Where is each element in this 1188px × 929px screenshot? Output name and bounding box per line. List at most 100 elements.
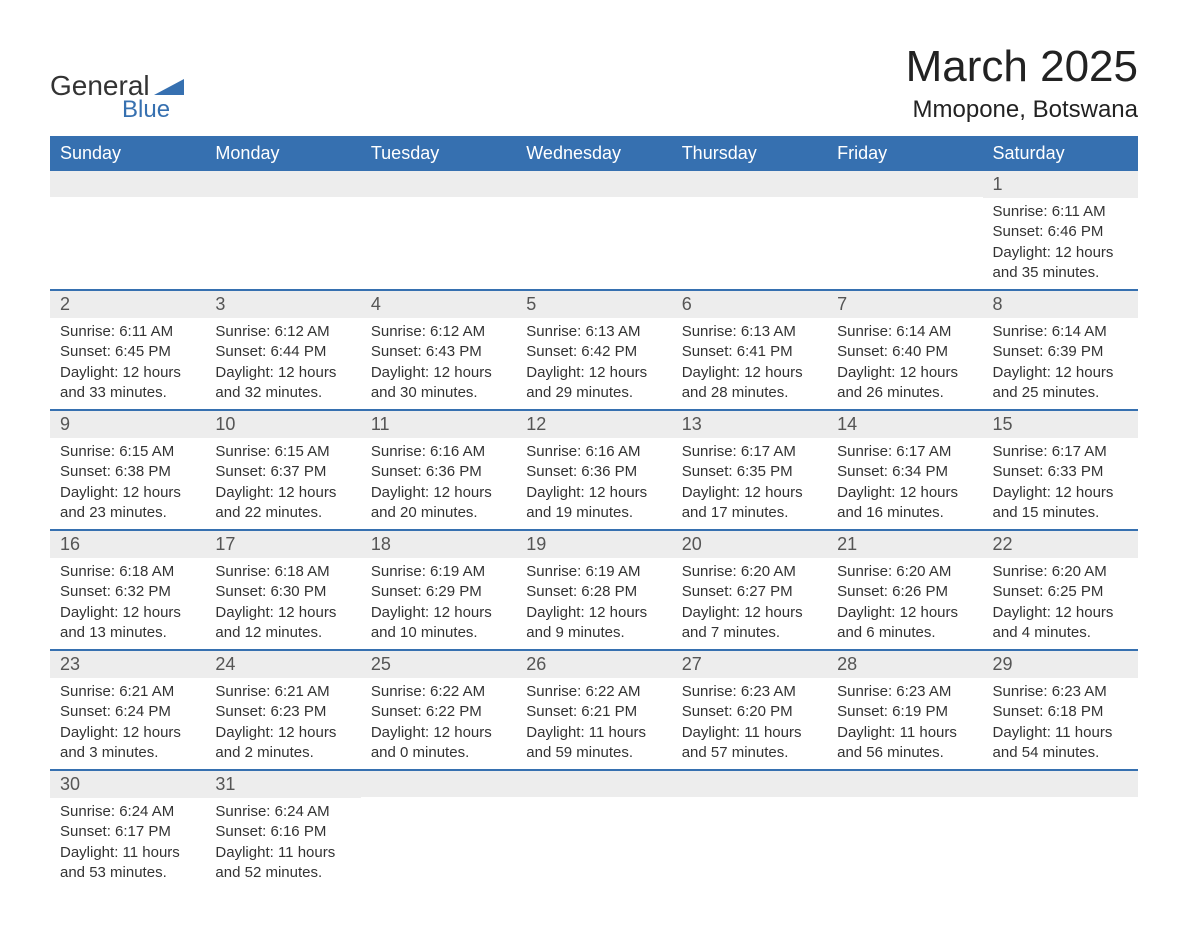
calendar-table: Sunday Monday Tuesday Wednesday Thursday… [50, 136, 1138, 889]
day-cell: 26Sunrise: 6:22 AMSunset: 6:21 PMDayligh… [516, 650, 671, 770]
page-header: General Blue March 2025 Mmopone, Botswan… [50, 40, 1138, 124]
day-cell: 25Sunrise: 6:22 AMSunset: 6:22 PMDayligh… [361, 650, 516, 770]
day-details: Sunrise: 6:24 AMSunset: 6:16 PMDaylight:… [205, 798, 360, 889]
sunrise-line: Sunrise: 6:21 AM [215, 682, 350, 702]
daylight-line-2: and 56 minutes. [837, 743, 972, 763]
calendar-body: 1Sunrise: 6:11 AMSunset: 6:46 PMDaylight… [50, 171, 1138, 889]
day-cell: 28Sunrise: 6:23 AMSunset: 6:19 PMDayligh… [827, 650, 982, 770]
sunrise-line: Sunrise: 6:24 AM [60, 802, 195, 822]
empty-day-number [361, 171, 516, 197]
day-details: Sunrise: 6:16 AMSunset: 6:36 PMDaylight:… [516, 438, 671, 529]
sunrise-line: Sunrise: 6:19 AM [371, 562, 506, 582]
daylight-line-2: and 15 minutes. [993, 503, 1128, 523]
sunrise-line: Sunrise: 6:23 AM [837, 682, 972, 702]
calendar-week-row: 16Sunrise: 6:18 AMSunset: 6:32 PMDayligh… [50, 530, 1138, 650]
day-cell [672, 770, 827, 889]
day-number: 20 [672, 531, 827, 558]
day-details: Sunrise: 6:18 AMSunset: 6:32 PMDaylight:… [50, 558, 205, 649]
sunset-line: Sunset: 6:22 PM [371, 702, 506, 722]
daylight-line-1: Daylight: 12 hours [837, 603, 972, 623]
daylight-line-2: and 52 minutes. [215, 863, 350, 883]
day-cell: 23Sunrise: 6:21 AMSunset: 6:24 PMDayligh… [50, 650, 205, 770]
day-header-row: Sunday Monday Tuesday Wednesday Thursday… [50, 136, 1138, 171]
sunset-line: Sunset: 6:17 PM [60, 822, 195, 842]
day-details: Sunrise: 6:20 AMSunset: 6:25 PMDaylight:… [983, 558, 1138, 649]
day-cell: 31Sunrise: 6:24 AMSunset: 6:16 PMDayligh… [205, 770, 360, 889]
day-number: 4 [361, 291, 516, 318]
day-number: 1 [983, 171, 1138, 198]
sunrise-line: Sunrise: 6:18 AM [60, 562, 195, 582]
day-number: 8 [983, 291, 1138, 318]
day-cell [361, 171, 516, 290]
day-number: 19 [516, 531, 671, 558]
day-details: Sunrise: 6:16 AMSunset: 6:36 PMDaylight:… [361, 438, 516, 529]
sunset-line: Sunset: 6:20 PM [682, 702, 817, 722]
day-details: Sunrise: 6:12 AMSunset: 6:44 PMDaylight:… [205, 318, 360, 409]
daylight-line-1: Daylight: 12 hours [526, 363, 661, 383]
daylight-line-2: and 28 minutes. [682, 383, 817, 403]
daylight-line-1: Daylight: 11 hours [993, 723, 1128, 743]
day-number: 6 [672, 291, 827, 318]
daylight-line-2: and 33 minutes. [60, 383, 195, 403]
sunrise-line: Sunrise: 6:17 AM [682, 442, 817, 462]
day-cell: 16Sunrise: 6:18 AMSunset: 6:32 PMDayligh… [50, 530, 205, 650]
empty-day-number [672, 171, 827, 197]
daylight-line-1: Daylight: 12 hours [993, 243, 1128, 263]
sunset-line: Sunset: 6:18 PM [993, 702, 1128, 722]
day-cell: 2Sunrise: 6:11 AMSunset: 6:45 PMDaylight… [50, 290, 205, 410]
day-number: 2 [50, 291, 205, 318]
sunrise-line: Sunrise: 6:16 AM [371, 442, 506, 462]
sunset-line: Sunset: 6:46 PM [993, 222, 1128, 242]
empty-day-number [361, 771, 516, 797]
sunset-line: Sunset: 6:45 PM [60, 342, 195, 362]
sunrise-line: Sunrise: 6:19 AM [526, 562, 661, 582]
day-details: Sunrise: 6:21 AMSunset: 6:24 PMDaylight:… [50, 678, 205, 769]
sunrise-line: Sunrise: 6:15 AM [60, 442, 195, 462]
sunset-line: Sunset: 6:26 PM [837, 582, 972, 602]
sunrise-line: Sunrise: 6:24 AM [215, 802, 350, 822]
day-details: Sunrise: 6:20 AMSunset: 6:27 PMDaylight:… [672, 558, 827, 649]
daylight-line-2: and 35 minutes. [993, 263, 1128, 283]
day-details: Sunrise: 6:21 AMSunset: 6:23 PMDaylight:… [205, 678, 360, 769]
sunset-line: Sunset: 6:36 PM [371, 462, 506, 482]
sunrise-line: Sunrise: 6:11 AM [993, 202, 1128, 222]
day-details: Sunrise: 6:19 AMSunset: 6:29 PMDaylight:… [361, 558, 516, 649]
daylight-line-2: and 13 minutes. [60, 623, 195, 643]
day-details: Sunrise: 6:15 AMSunset: 6:38 PMDaylight:… [50, 438, 205, 529]
sunset-line: Sunset: 6:30 PM [215, 582, 350, 602]
day-cell [827, 171, 982, 290]
sunset-line: Sunset: 6:44 PM [215, 342, 350, 362]
empty-day-number [50, 171, 205, 197]
day-cell: 3Sunrise: 6:12 AMSunset: 6:44 PMDaylight… [205, 290, 360, 410]
day-details: Sunrise: 6:17 AMSunset: 6:34 PMDaylight:… [827, 438, 982, 529]
daylight-line-1: Daylight: 12 hours [371, 363, 506, 383]
day-cell: 22Sunrise: 6:20 AMSunset: 6:25 PMDayligh… [983, 530, 1138, 650]
daylight-line-1: Daylight: 12 hours [371, 483, 506, 503]
sunrise-line: Sunrise: 6:13 AM [526, 322, 661, 342]
sunset-line: Sunset: 6:24 PM [60, 702, 195, 722]
sunrise-line: Sunrise: 6:23 AM [993, 682, 1128, 702]
day-cell [983, 770, 1138, 889]
day-cell: 21Sunrise: 6:20 AMSunset: 6:26 PMDayligh… [827, 530, 982, 650]
day-number: 30 [50, 771, 205, 798]
daylight-line-1: Daylight: 12 hours [682, 603, 817, 623]
daylight-line-1: Daylight: 11 hours [215, 843, 350, 863]
day-header-thursday: Thursday [672, 136, 827, 171]
day-details: Sunrise: 6:22 AMSunset: 6:22 PMDaylight:… [361, 678, 516, 769]
sunrise-line: Sunrise: 6:20 AM [837, 562, 972, 582]
day-details: Sunrise: 6:13 AMSunset: 6:41 PMDaylight:… [672, 318, 827, 409]
daylight-line-2: and 17 minutes. [682, 503, 817, 523]
sunset-line: Sunset: 6:39 PM [993, 342, 1128, 362]
day-number: 23 [50, 651, 205, 678]
sunset-line: Sunset: 6:35 PM [682, 462, 817, 482]
day-cell: 27Sunrise: 6:23 AMSunset: 6:20 PMDayligh… [672, 650, 827, 770]
sunset-line: Sunset: 6:40 PM [837, 342, 972, 362]
day-details: Sunrise: 6:22 AMSunset: 6:21 PMDaylight:… [516, 678, 671, 769]
day-number: 5 [516, 291, 671, 318]
empty-day-number [516, 171, 671, 197]
title-block: March 2025 Mmopone, Botswana [906, 42, 1138, 124]
day-number: 11 [361, 411, 516, 438]
daylight-line-1: Daylight: 12 hours [682, 363, 817, 383]
daylight-line-1: Daylight: 12 hours [682, 483, 817, 503]
day-cell [516, 171, 671, 290]
